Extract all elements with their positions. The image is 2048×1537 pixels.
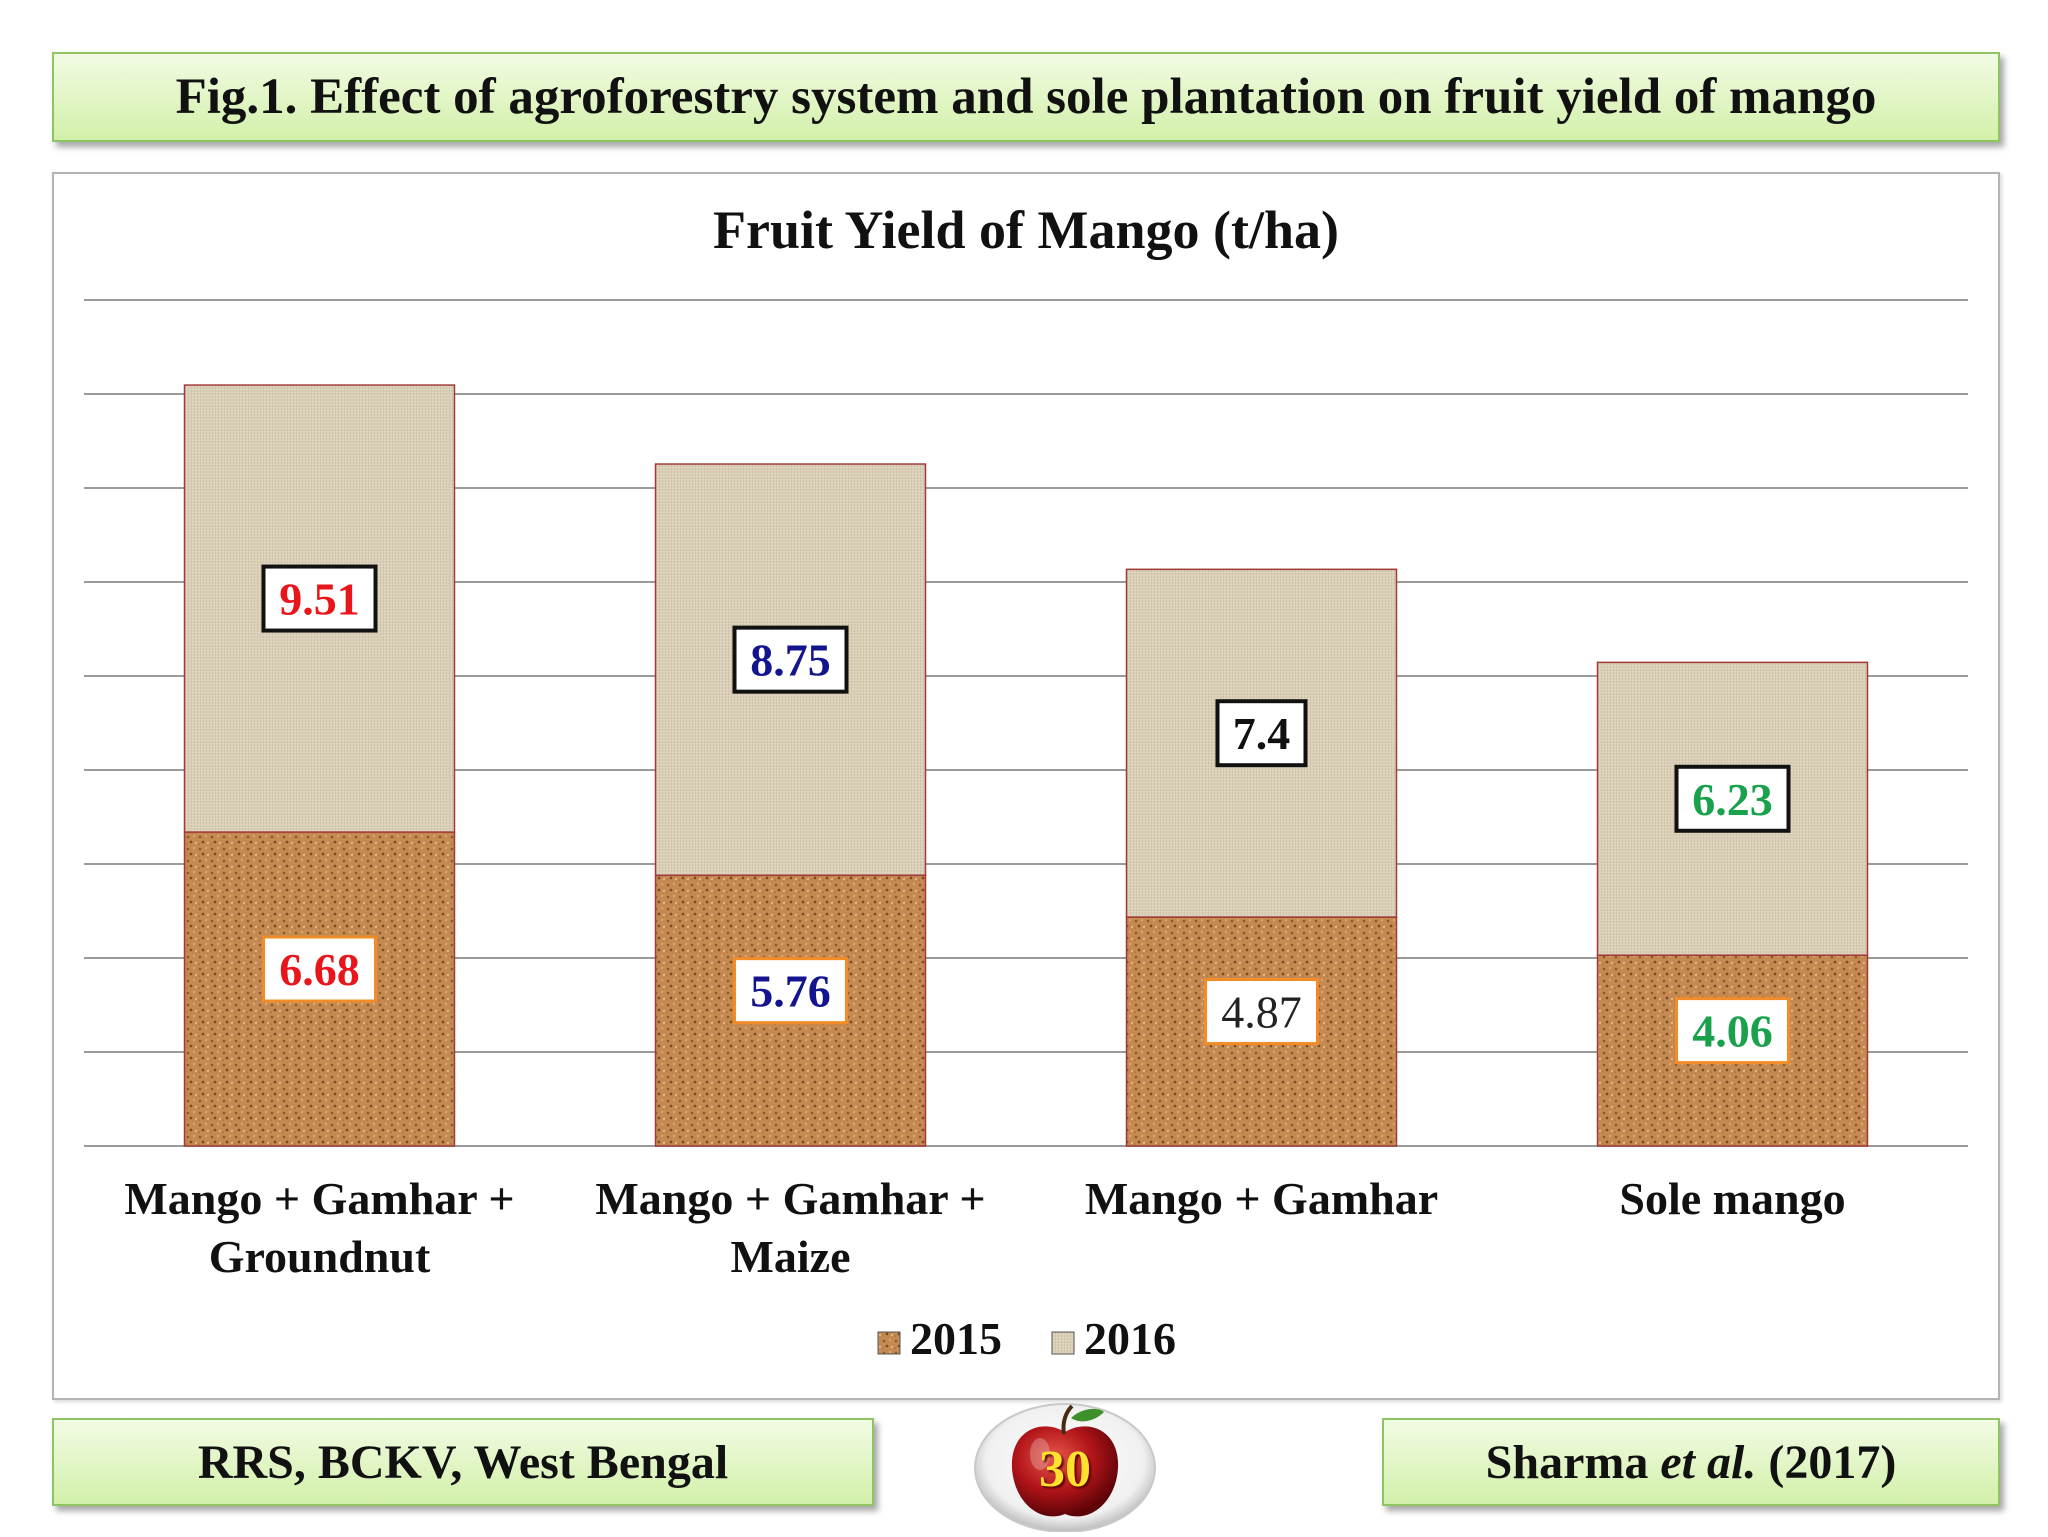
legend-label-2016: 2016 bbox=[1084, 1313, 1176, 1364]
legend-swatch-2015 bbox=[877, 1331, 901, 1355]
data-label-box bbox=[733, 957, 848, 1025]
chart-frame: Fruit Yield of Mango (t/ha) 6.68 9.51 5.76… bbox=[52, 172, 2000, 1400]
figure-title: Fig.1. Effect of agroforestry system and… bbox=[52, 52, 2000, 142]
data-label-2015-2: 5.76 bbox=[750, 966, 831, 1017]
data-label-box bbox=[1675, 997, 1790, 1065]
fruit-yield-chart: Fruit Yield of Mango (t/ha) 6.68 9.51 5.76… bbox=[84, 200, 1968, 1364]
data-label-box bbox=[261, 564, 378, 633]
category-labels: Mango + Gamhar + Groundnut Mango + Gamhar … bbox=[124, 1173, 1845, 1282]
citation-author: Sharma bbox=[1485, 1435, 1649, 1489]
data-label-box bbox=[262, 935, 377, 1003]
category-label: Sole mango bbox=[1619, 1173, 1845, 1224]
citation-etal: et al. bbox=[1660, 1435, 1757, 1489]
data-label-box bbox=[732, 625, 849, 694]
apple-page-badge: 30 bbox=[972, 1398, 1158, 1533]
data-label-box bbox=[1674, 764, 1791, 833]
category-label: Mango + Gamhar + bbox=[595, 1173, 985, 1224]
data-label-box bbox=[1215, 699, 1308, 768]
category-label: Mango + Gamhar bbox=[1085, 1173, 1438, 1224]
page-number: 30 bbox=[1039, 1441, 1091, 1498]
citation-year: (2017) bbox=[1768, 1435, 1897, 1489]
category-label: Groundnut bbox=[209, 1231, 431, 1282]
data-label-box bbox=[1204, 978, 1319, 1046]
data-label-2015-4: 4.06 bbox=[1692, 1006, 1773, 1057]
data-label-2016-2: 8.75 bbox=[750, 635, 831, 686]
data-label-2015-3: 4.87 bbox=[1221, 987, 1302, 1038]
apple-icon bbox=[974, 1403, 1156, 1533]
data-label-2016-1: 9.51 bbox=[279, 574, 360, 625]
bars bbox=[183, 384, 1869, 1147]
data-label-2016-3: 7.4 bbox=[1233, 708, 1291, 759]
data-label-2016-4: 6.23 bbox=[1692, 774, 1773, 825]
category-label: Maize bbox=[730, 1231, 850, 1282]
chart-title: Fruit Yield of Mango (t/ha) bbox=[713, 200, 1339, 260]
legend-label-2015: 2015 bbox=[910, 1313, 1002, 1364]
data-labels: 6.68 9.51 5.76 8.75 4.87 7.4 4.06 6.23 bbox=[261, 564, 1791, 1065]
institution-label: RRS, BCKV, West Bengal bbox=[52, 1418, 874, 1506]
legend-swatch-2016 bbox=[1051, 1331, 1075, 1355]
legend: 2015 2016 bbox=[877, 1313, 1176, 1364]
citation-label: Sharma et al. (2017) bbox=[1382, 1418, 2000, 1506]
category-label: Mango + Gamhar + bbox=[124, 1173, 514, 1224]
data-label-2015-1: 6.68 bbox=[279, 944, 360, 995]
